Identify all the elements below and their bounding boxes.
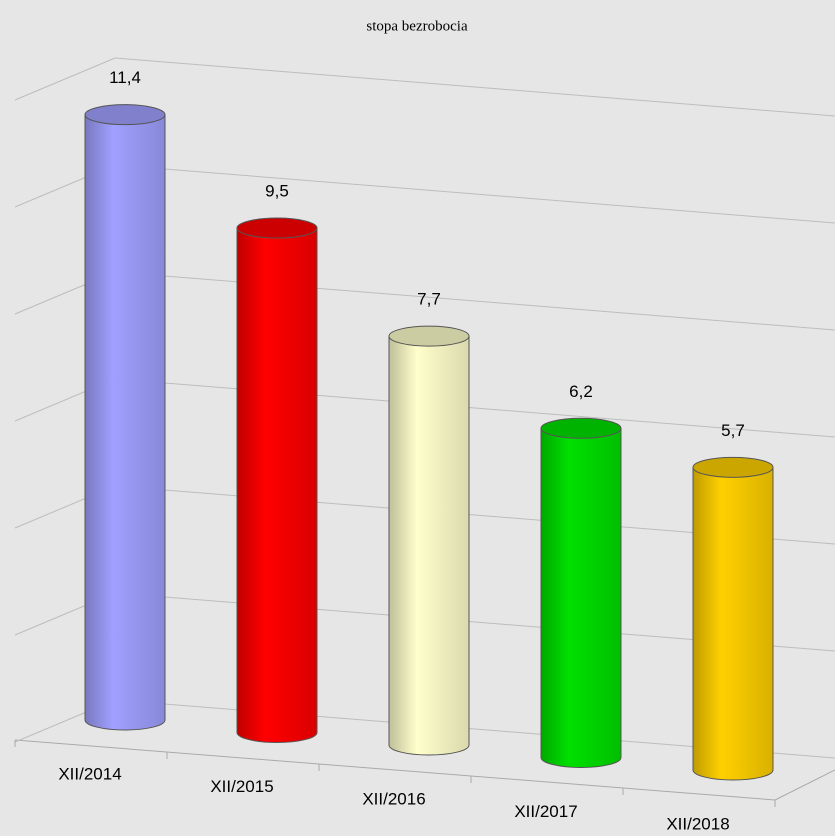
- bar-top: [540, 417, 622, 439]
- value-label: 7,7: [417, 290, 441, 309]
- x-tick-label: XII/2017: [514, 802, 577, 821]
- grid-line: [114, 57, 835, 117]
- grid-line: [114, 378, 835, 438]
- bar: [540, 427, 622, 768]
- bar: [692, 466, 774, 781]
- grid-line: [114, 271, 835, 331]
- grid-line: [114, 164, 835, 224]
- bar: [236, 227, 318, 743]
- x-tick-label: XII/2015: [210, 777, 273, 796]
- value-label: 6,2: [569, 382, 593, 401]
- x-tick-label: XII/2018: [666, 814, 729, 833]
- bar-top: [84, 104, 166, 126]
- x-tick-label: XII/2016: [362, 789, 425, 808]
- value-label: 11,4: [109, 68, 141, 87]
- grid-line: [14, 57, 116, 101]
- floor-edge: [14, 739, 776, 801]
- value-label: 9,5: [265, 182, 289, 201]
- floor-edge: [774, 769, 835, 801]
- value-label: 5,7: [721, 421, 745, 440]
- bar-top: [692, 456, 774, 478]
- x-tick-label: XII/2014: [58, 764, 121, 783]
- bar-top: [388, 325, 470, 347]
- bar: [84, 114, 166, 731]
- chart-title: stopa bezrobocia: [366, 18, 468, 34]
- bar-top: [236, 217, 318, 239]
- bar: [388, 335, 470, 756]
